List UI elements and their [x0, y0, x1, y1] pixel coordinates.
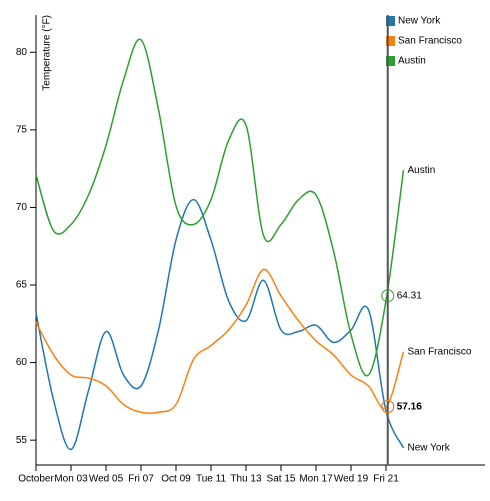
x-tick-label: Wed 05: [89, 474, 124, 485]
line-end-label: San Francisco: [408, 346, 472, 357]
x-tick-label: Tue 11: [196, 474, 226, 485]
y-tick-label: 55: [16, 435, 28, 446]
series-line: [35, 38, 405, 377]
y-tick-label: 75: [16, 124, 28, 135]
legend-label: Austin: [398, 56, 426, 67]
x-tick-label: Thu 13: [230, 474, 262, 485]
y-axis-label: Temperature (°F): [42, 15, 53, 91]
line-end-label: New York: [408, 443, 451, 454]
x-tick-label: Mon 03: [54, 474, 88, 485]
series-line: [35, 198, 405, 451]
hover-point: [381, 400, 395, 414]
legend-swatch: [386, 16, 395, 26]
x-tick-label: Fri 07: [128, 474, 154, 485]
x-tick-label: Oct 09: [161, 474, 191, 485]
series-line: [35, 268, 405, 414]
y-tick-label: 65: [16, 280, 28, 291]
line-end-label: Austin: [408, 165, 436, 176]
x-tick-label: Wed 19: [334, 474, 369, 485]
x-tick-label: October: [18, 474, 54, 485]
legend-label: San Francisco: [398, 36, 462, 47]
y-tick-label: 80: [16, 47, 28, 58]
hover-label: 64.31: [397, 290, 422, 301]
x-tick-label: Sat 15: [267, 474, 296, 485]
legend-swatch: [386, 36, 395, 46]
legend-swatch: [386, 56, 395, 66]
hover-label: 57.16: [397, 401, 422, 412]
y-tick-label: 60: [16, 357, 28, 368]
x-tick-label: Fri 21: [373, 474, 399, 485]
hover-label: 57.16: [397, 401, 422, 412]
y-tick-label: 70: [16, 202, 28, 213]
legend-label: New York: [398, 16, 441, 27]
x-tick-label: Mon 17: [299, 474, 333, 485]
hover-point: [381, 289, 395, 303]
